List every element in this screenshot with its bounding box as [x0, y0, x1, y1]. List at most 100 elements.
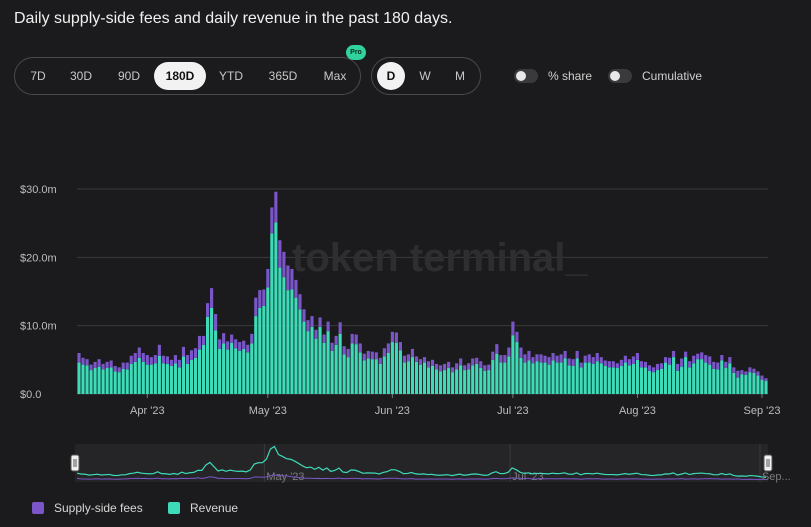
range-30d-button[interactable]: 30D	[69, 69, 92, 83]
revenue-bar	[266, 287, 270, 394]
supply-fees-bar	[165, 356, 169, 364]
supply-fees-bar	[318, 317, 322, 328]
supply-fees-bar	[519, 347, 523, 358]
revenue-bar	[113, 371, 117, 394]
supply-fees-bar	[615, 363, 619, 369]
supply-fees-bar	[527, 350, 531, 361]
supply-fees-bar	[479, 361, 483, 369]
supply-fees-bar	[676, 363, 680, 371]
supply-fees-bar	[181, 346, 186, 357]
supply-fees-bar	[688, 361, 692, 368]
revenue-bar	[523, 362, 527, 394]
revenue-bar	[519, 357, 523, 394]
supply-fees-bar	[507, 347, 511, 357]
supply-fees-bar	[97, 359, 101, 367]
legend-supply[interactable]: Supply-side fees	[32, 500, 143, 516]
supply-fees-bar	[483, 365, 487, 371]
supply-fees-bar	[439, 365, 443, 372]
supply-fees-bar	[443, 363, 447, 371]
revenue-bar	[117, 372, 121, 394]
revenue-bar	[222, 343, 226, 394]
navigator-right-handle[interactable]	[763, 454, 773, 472]
supply-fees-bar	[659, 363, 664, 369]
revenue-bar	[700, 359, 704, 394]
revenue-bar	[615, 368, 619, 394]
revenue-bar	[647, 370, 652, 394]
revenue-bar	[756, 375, 760, 394]
range-max-button[interactable]: Max	[323, 69, 347, 83]
supply-fees-bar	[157, 344, 161, 356]
supply-fees-bar	[467, 363, 471, 370]
granularity-daily-button[interactable]: D	[377, 62, 405, 90]
supply-fees-bar	[386, 343, 390, 353]
y-tick-label: $10.0m	[20, 321, 57, 333]
supply-fees-bar	[764, 378, 768, 382]
y-tick-label: $0.0	[20, 389, 41, 401]
supply-fees-bar	[663, 357, 668, 363]
revenue-bar	[503, 362, 507, 394]
revenue-bar	[515, 342, 519, 394]
revenue-bar	[286, 290, 290, 394]
revenue-bar	[250, 343, 254, 394]
supply-fees-bar	[89, 364, 93, 371]
revenue-bar	[676, 370, 680, 394]
revenue-bar	[193, 357, 198, 394]
revenue-bar	[499, 362, 503, 394]
legend-supply-label: Supply-side fees	[54, 501, 143, 515]
revenue-bar	[463, 370, 467, 394]
revenue-bar	[81, 364, 85, 394]
supply-fees-bar	[302, 309, 306, 322]
revenue-bar	[655, 370, 660, 394]
supply-fees-bar	[535, 354, 539, 362]
granularity-weekly-button[interactable]: W	[419, 69, 431, 83]
revenue-bar	[298, 309, 302, 394]
supply-fees-bar	[177, 359, 182, 368]
supply-fees-bar	[222, 333, 226, 344]
revenue-bar	[579, 367, 583, 394]
supply-fees-bar	[197, 335, 202, 350]
range-180d-button[interactable]: 180D	[154, 62, 206, 90]
revenue-bar	[571, 365, 575, 394]
supply-fees-bar	[330, 342, 334, 351]
navigator-left-handle[interactable]	[70, 454, 80, 472]
granularity-monthly-button[interactable]: M	[455, 69, 465, 83]
legend-revenue[interactable]: Revenue	[168, 500, 238, 516]
supply-fees-bar	[599, 357, 603, 364]
revenue-bar	[133, 361, 137, 394]
cumulative-toggle[interactable]: Cumulative	[608, 67, 702, 85]
supply-fees-bar	[141, 353, 145, 362]
range-ytd-button[interactable]: YTD	[219, 69, 243, 83]
supply-fees-bar	[680, 358, 684, 367]
supply-fees-bar	[278, 240, 282, 268]
revenue-bar	[704, 362, 708, 394]
supply-fees-bar	[639, 361, 644, 368]
revenue-bar	[218, 348, 222, 394]
revenue-bar	[169, 365, 173, 394]
revenue-bar	[467, 369, 471, 394]
revenue-bar	[668, 364, 672, 394]
revenue-bar	[185, 363, 190, 394]
revenue-bar	[539, 362, 543, 394]
range-365d-button[interactable]: 365D	[268, 69, 298, 83]
revenue-bar	[744, 374, 748, 394]
supply-fees-bar	[210, 288, 214, 308]
revenue-bar	[294, 297, 298, 394]
range-90d-button[interactable]: 90D	[117, 69, 140, 83]
supply-fees-bar	[732, 367, 736, 373]
revenue-bar	[129, 363, 133, 394]
supply-fees-bar	[434, 363, 439, 370]
range-navigator[interactable]: May '23 Jul '23 Sep...	[70, 444, 791, 483]
range-7d-button[interactable]: 7D	[30, 69, 46, 83]
pct-share-toggle[interactable]: % share	[514, 67, 592, 85]
cumulative-switch[interactable]	[608, 69, 632, 83]
supply-fees-bar	[491, 351, 495, 360]
supply-fees-bar	[531, 357, 535, 364]
supply-fees-bar	[117, 367, 121, 373]
supply-fees-bar	[696, 353, 700, 360]
bars	[77, 191, 768, 394]
pct-share-switch[interactable]	[514, 69, 538, 83]
navigator-revenue-line	[76, 445, 767, 478]
supply-fees-bar	[515, 331, 519, 343]
supply-fees-bar	[206, 303, 210, 317]
supply-fees-bar	[410, 348, 415, 358]
